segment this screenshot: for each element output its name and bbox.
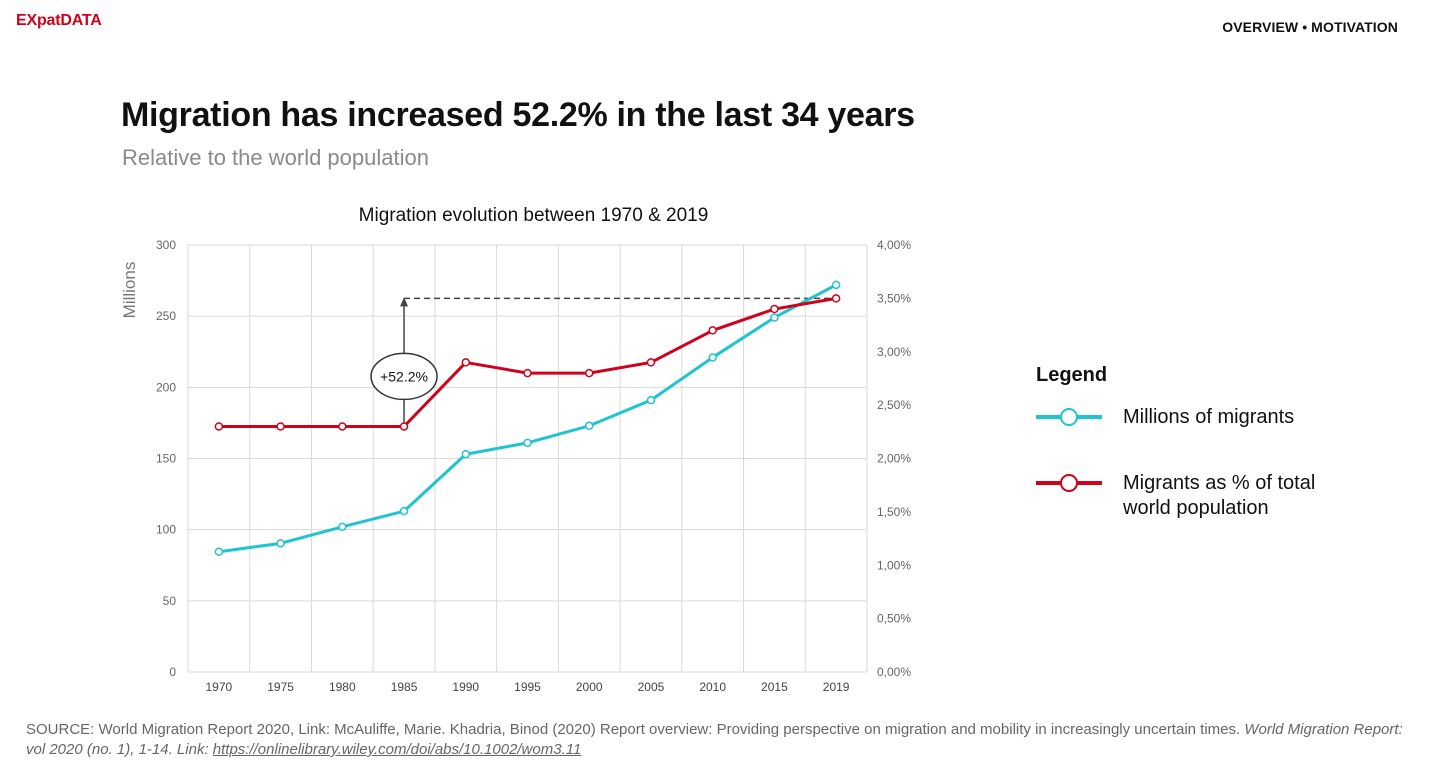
logo-pat: pat [36,12,61,29]
series-point-0 [461,449,471,459]
chart-title: Migration evolution between 1970 & 2019 [359,205,709,226]
y2-tick-label: 3,50% [877,291,911,305]
x-tick-label: 2015 [761,680,788,694]
series-point-0 [338,522,347,532]
y-tick-label: 300 [156,238,176,252]
series-point-1 [276,422,285,431]
series-point-0 [523,438,532,448]
legend-item-percent: Migrants as % of total world population [1036,471,1416,531]
x-tick-label: 2000 [576,680,603,694]
series-point-1 [461,358,471,367]
source-text: SOURCE: World Migration Report 2020, Lin… [26,721,1245,738]
series-point-1 [338,422,347,431]
series-point-1 [523,368,532,378]
y2-tick-label: 3,00% [877,345,911,359]
x-tick-label: 2019 [823,680,850,694]
y2-tick-label: 1,00% [877,558,911,572]
legend-label-migrants: Millions of migrants [1123,406,1295,428]
y2-tick-label: 1,50% [877,505,911,519]
y2-tick-label: 2,50% [877,398,911,412]
series-point-0 [399,506,409,516]
x-tick-label: 1970 [206,680,233,694]
series-point-0 [831,280,841,290]
series-point-1 [399,422,409,431]
y-tick-label: 250 [156,309,176,323]
legend-swatch-migrants [1036,408,1102,426]
y-tick-label: 150 [156,452,176,466]
legend-title: Legend [1036,364,1108,386]
series-point-0 [584,421,594,431]
series-point-0 [770,313,779,322]
legend-swatch-percent [1036,474,1102,492]
headline: Migration has increased 52.2% in the las… [121,96,915,134]
source-journal: World Migration Report: vol 2020 (no. 1)… [26,721,1403,758]
series-point-0 [646,395,656,405]
series-point-0 [214,547,224,556]
annotation-bubble [370,352,438,401]
logo-data: DATA [60,12,102,29]
y-tick-label: 100 [156,523,176,537]
annotation-label: +52.2% [380,368,428,384]
series-point-1 [770,304,779,314]
annotation-arrowhead [400,297,409,307]
subheadline: Relative to the world population [122,145,429,170]
source-citation: SOURCE: World Migration Report 2020, Lin… [26,720,1416,760]
section-breadcrumb: OVERVIEW • MOTIVATION [1222,19,1398,35]
legend-item-migrants: Millions of migrants [1036,405,1416,465]
series-point-1 [831,294,841,303]
y-tick-label: 50 [163,594,177,608]
series-point-0 [708,353,717,362]
x-tick-label: 1975 [267,680,294,694]
series-point-1 [584,368,594,378]
y-tick-label: 0 [169,665,176,679]
y2-tick-label: 2,00% [877,452,911,466]
x-tick-label: 1985 [391,680,418,694]
x-tick-label: 2010 [699,680,726,694]
y-tick-label: 200 [156,380,176,394]
logo[interactable]: EXpatDATA [16,12,102,30]
y2-tick-label: 4,00% [877,238,911,252]
y2-tick-label: 0,50% [877,612,911,626]
series-point-0 [276,539,285,548]
y-axis-label: Millions [120,262,139,319]
source-link[interactable]: https://onlinelibrary.wiley.com/doi/abs/… [212,741,582,758]
legend: Legend Millions of migrants Migrants as … [1036,364,1416,531]
series-point-1 [646,358,656,367]
y2-tick-label: 0,00% [877,665,911,679]
x-tick-label: 2005 [638,680,665,694]
logo-ex: EX [16,12,37,29]
x-tick-label: 1990 [452,680,479,694]
series-point-1 [708,326,717,335]
x-tick-label: 1995 [514,680,541,694]
legend-label-percent: Migrants as % of total world population [1123,472,1316,519]
x-tick-label: 1980 [329,680,356,694]
series-point-1 [214,422,224,431]
